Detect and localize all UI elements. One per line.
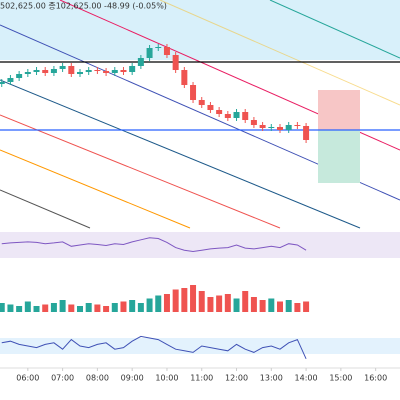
candle-body [42, 70, 49, 73]
volume-bar [155, 295, 162, 312]
volume-bar [268, 298, 275, 312]
candle-body [16, 74, 23, 78]
x-tick-label: 14:00 [295, 374, 318, 383]
volume-bar [111, 303, 118, 312]
volume-bar [103, 306, 110, 312]
volume-bar [0, 303, 5, 312]
candle-body [303, 126, 310, 140]
candle-body [181, 70, 188, 85]
volume-bar [303, 301, 310, 312]
x-tick-label: 16:00 [364, 374, 387, 383]
volume-bar [285, 300, 292, 312]
x-tick-label: 13:00 [260, 374, 283, 383]
stop-zone [318, 90, 360, 130]
candle-body [172, 55, 179, 70]
target-zone [318, 130, 360, 183]
channel-line [0, 79, 361, 229]
candle-body [198, 100, 205, 105]
candle-body [190, 85, 197, 100]
x-tick-label: 10:00 [155, 374, 178, 383]
volume-bar [137, 303, 144, 312]
volume-bar [172, 289, 179, 312]
volume-bar [259, 300, 266, 312]
volume-bar [85, 303, 92, 312]
x-tick-label: 08:00 [86, 374, 109, 383]
volume-bar [216, 295, 223, 312]
candle-body [94, 70, 101, 71]
candle-body [85, 70, 92, 72]
candle-body [224, 114, 231, 118]
candle-body [111, 70, 118, 73]
price-header: 502,625.00 종102,625.00 -48.99 (-0.05%) [0, 2, 167, 11]
candle-body [233, 112, 240, 118]
candle-body [137, 58, 144, 66]
volume-bar [146, 298, 153, 312]
candle-body [59, 66, 66, 69]
channel-lines [0, 0, 400, 229]
channel-line [159, 0, 400, 106]
candle-body [242, 112, 249, 120]
x-tick-label: 07:00 [51, 374, 74, 383]
candle-body [259, 125, 266, 128]
channel-line [0, 189, 91, 229]
volume-bar [68, 304, 75, 312]
candle-body [268, 127, 275, 128]
volume-bar [207, 297, 214, 312]
indicator-band [0, 338, 400, 354]
x-tick-label: 12:00 [225, 374, 248, 383]
volume-bar [250, 297, 257, 312]
candle-body [155, 47, 162, 48]
x-tick-label: 06:00 [16, 374, 39, 383]
indicator-band [0, 232, 400, 258]
x-tick-label: 15:00 [329, 374, 352, 383]
channel-line [0, 114, 281, 229]
volume-bar [129, 300, 136, 312]
volume-bar [33, 306, 40, 312]
volume-bar [42, 304, 49, 312]
volume-bar [24, 301, 31, 312]
volume-bar [59, 300, 66, 312]
channel-line [269, 0, 400, 59]
volume-bar [224, 294, 231, 312]
candle-body [50, 69, 57, 73]
volume-bar [120, 301, 127, 312]
indicator-line [1, 335, 307, 360]
candle-body [77, 72, 83, 74]
indicator-line [1, 237, 307, 253]
candle-body [120, 70, 127, 72]
volume-bar [181, 288, 188, 312]
candle-body [33, 70, 40, 72]
candle-body [24, 72, 31, 74]
candle-body [129, 66, 136, 72]
candle-body [7, 78, 14, 82]
candle-body [103, 71, 110, 73]
candle-body [0, 82, 5, 84]
candle-body [146, 48, 153, 58]
volume-bar [7, 304, 14, 312]
x-tick-label: 11:00 [190, 374, 213, 383]
channel-line [0, 149, 191, 229]
volume-bar [16, 306, 23, 312]
volume-bar [242, 291, 249, 312]
volume-bar [294, 303, 301, 312]
volume-bar [77, 306, 83, 312]
candle-body [294, 125, 301, 126]
volume-bar [163, 294, 170, 312]
volume-bar [233, 298, 240, 312]
volume-bar [50, 303, 57, 312]
volume-bar [198, 291, 205, 312]
candle-body [285, 125, 292, 130]
candle-body [163, 47, 170, 55]
candle-body [207, 105, 214, 110]
candle-body [68, 66, 75, 74]
x-tick-label: 09:00 [121, 374, 144, 383]
shaded-zone [0, 0, 400, 60]
candle-body [216, 110, 223, 114]
candle-body [250, 120, 257, 125]
volume-bar [277, 301, 283, 312]
volume-bar [190, 285, 197, 312]
volume-bar [94, 304, 101, 312]
candle-body [277, 127, 283, 130]
